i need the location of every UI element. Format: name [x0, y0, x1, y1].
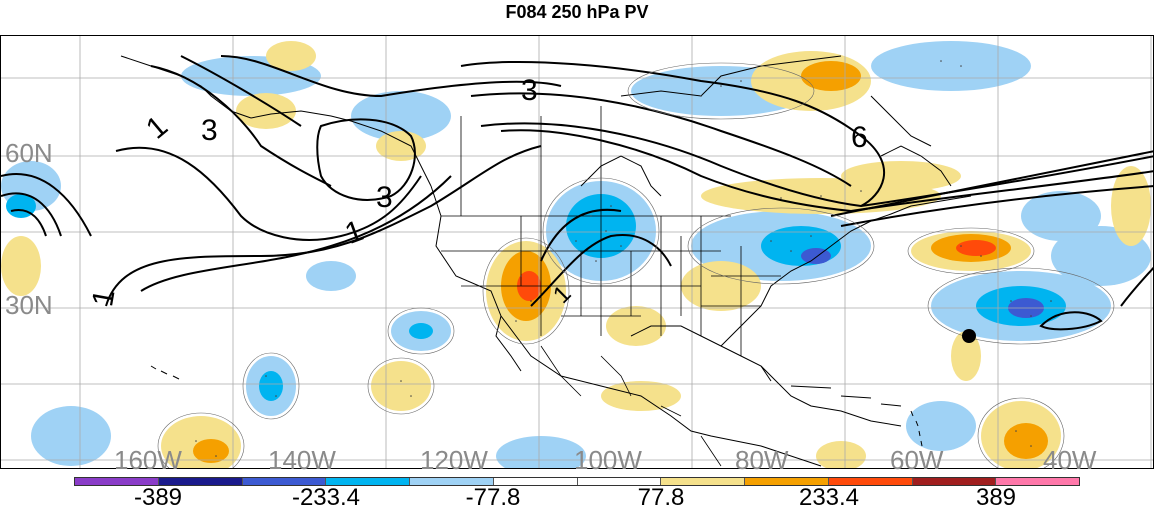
colorbar-swatch: [995, 478, 1079, 485]
map-canvas: [1, 36, 1153, 468]
contour-label-6: 3: [521, 74, 538, 107]
islands: [150, 365, 923, 447]
contour-label-7: 6: [851, 121, 868, 154]
map-title: F084 250 hPa PV: [505, 2, 649, 22]
lon-label-60w: 60W: [890, 445, 944, 475]
colorbar: [74, 477, 1080, 486]
colorbar-swatch: [409, 478, 493, 485]
colorbar-swatch: [241, 478, 326, 485]
lon-label-40w: 40W: [1043, 445, 1097, 475]
hurricane-marker: [962, 329, 976, 343]
contour-label-3: 3: [376, 181, 393, 214]
colorbar-swatch: [157, 478, 242, 485]
political-boundaries: [441, 106, 781, 467]
lat-label-30n: 30N: [5, 290, 53, 320]
lon-label-120w: 120W: [420, 445, 488, 475]
colorbar-swatch: [576, 478, 661, 485]
colorbar-tick-3: -77.8: [465, 484, 521, 511]
colorbar-tick-4: 77.8: [637, 484, 685, 511]
colorbar-swatch: [325, 478, 409, 485]
stipple: [195, 60, 1052, 457]
pv-contours: [1, 55, 1153, 331]
colorbar-swatch: [660, 478, 744, 485]
contour-label-2: 3: [201, 114, 218, 147]
colorbar-swatch: [744, 478, 828, 485]
colorbar-tick-1: -389: [133, 484, 183, 511]
pv-map: 1 3 3 1 1 3 6 1: [0, 35, 1154, 469]
colorbar-tick-5: 233.4: [798, 484, 860, 511]
lat-label-60n: 60N: [5, 138, 53, 168]
colorbar-tick-2: -233.4: [291, 484, 361, 511]
graticule: [1, 36, 1153, 468]
shaded-anomalies: [1, 41, 1151, 468]
colorbar-swatch: [827, 478, 912, 485]
colorbar-swatch: [911, 478, 996, 485]
thin-contours: [157, 62, 1115, 468]
lon-label-100w: 100W: [574, 445, 642, 475]
lon-label-80w: 80W: [735, 445, 789, 475]
colorbar-swatch: [492, 478, 577, 485]
colorbar-swatch: [75, 478, 158, 485]
lon-label-160w: 160W: [114, 445, 182, 475]
lon-label-140w: 140W: [268, 445, 336, 475]
colorbar-tick-6: 389: [975, 484, 1017, 511]
